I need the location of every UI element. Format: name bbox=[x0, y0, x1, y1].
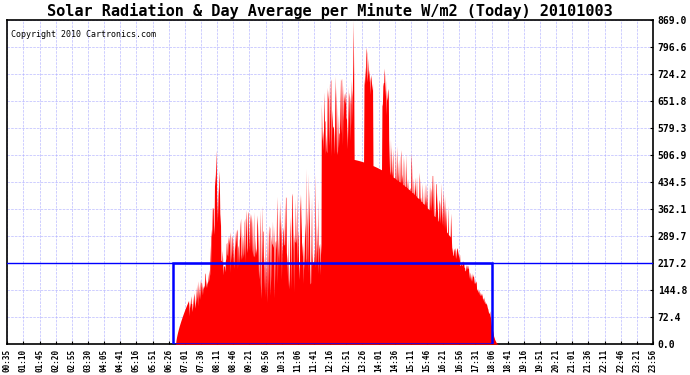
Title: Solar Radiation & Day Average per Minute W/m2 (Today) 20101003: Solar Radiation & Day Average per Minute… bbox=[47, 3, 613, 19]
Bar bbox=[173, 263, 492, 344]
Text: Copyright 2010 Cartronics.com: Copyright 2010 Cartronics.com bbox=[10, 30, 155, 39]
